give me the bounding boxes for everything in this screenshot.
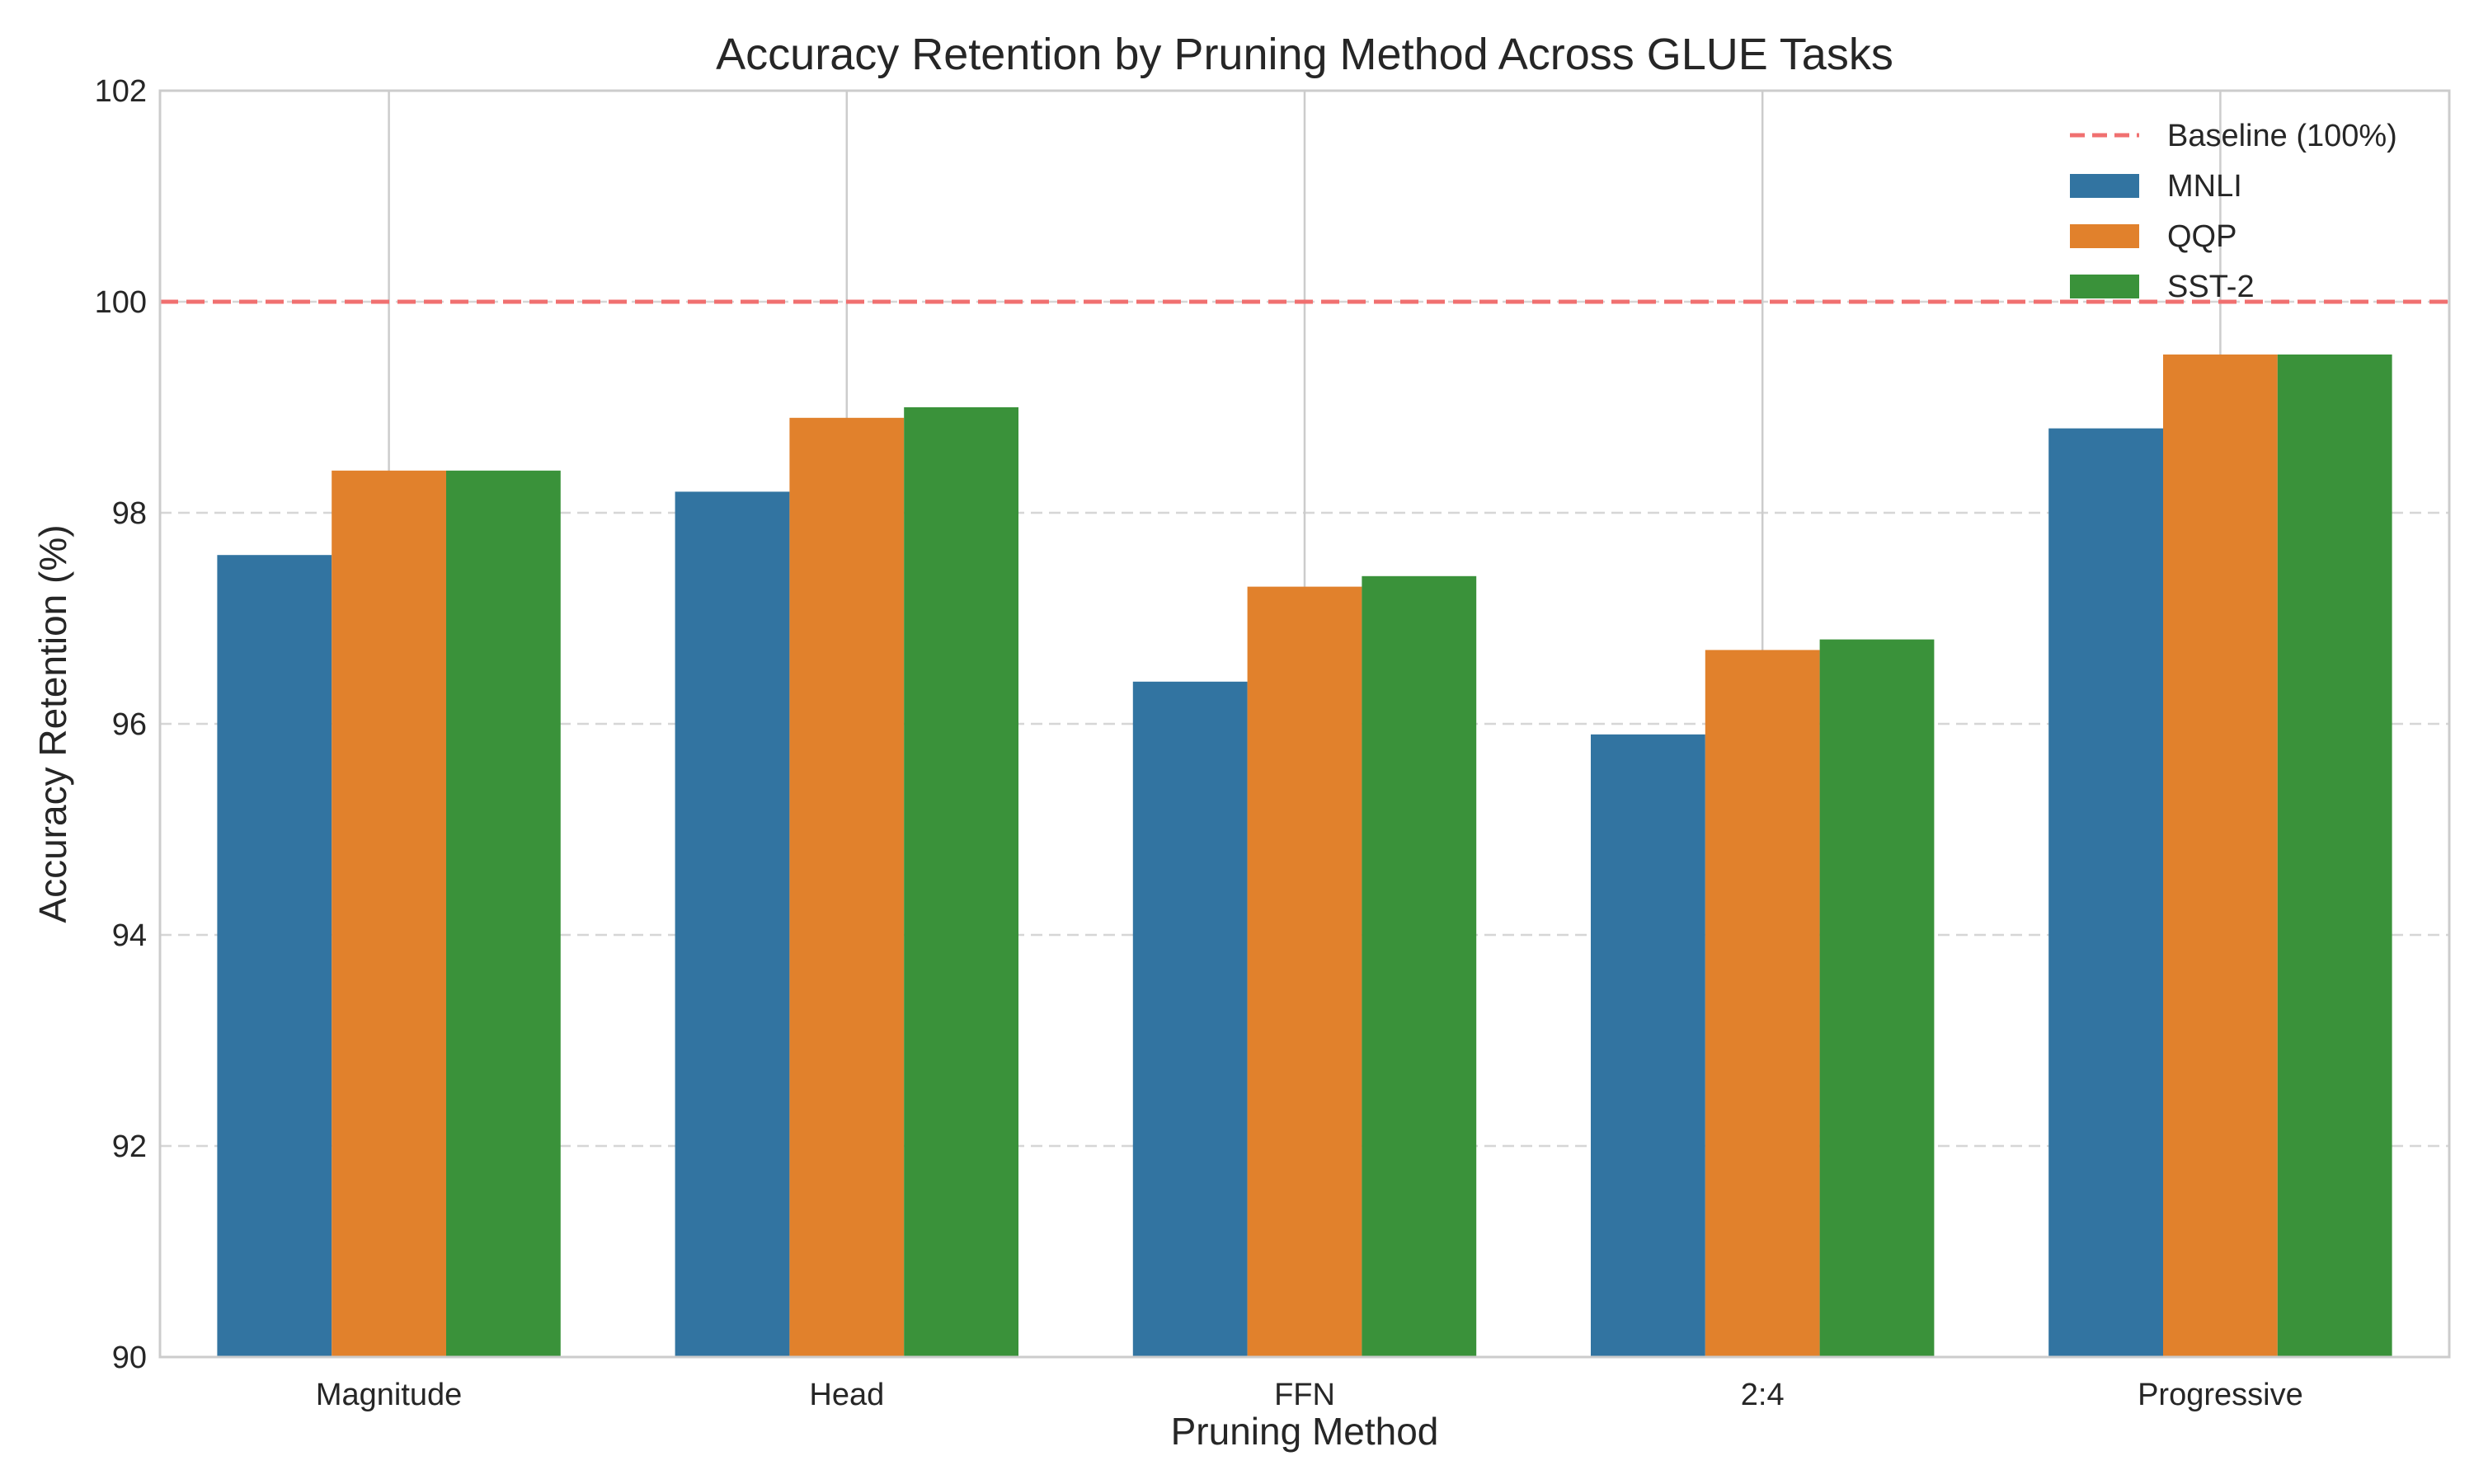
y-tick-label-94: 94 (112, 918, 147, 953)
bar-sst-2-1 (904, 407, 1018, 1357)
legend-label-qqp: QQP (2167, 219, 2236, 254)
legend-label-sst-2: SST-2 (2167, 270, 2255, 304)
bar-mnli-1 (675, 491, 790, 1357)
x-tick-label-4: Progressive (2138, 1378, 2303, 1412)
bar-mnli-3 (1591, 734, 1705, 1357)
legend: Baseline (100%) MNLI QQP SST-2 (2070, 119, 2397, 304)
bar-qqp-4 (2163, 355, 2278, 1357)
bars (217, 355, 2392, 1357)
y-tick-label-96: 96 (112, 707, 147, 742)
bar-sst-2-2 (1362, 575, 1477, 1357)
chart-title: Accuracy Retention by Pruning Method Acr… (716, 30, 1893, 79)
legend-swatch-sst-2 (2070, 275, 2139, 298)
bar-qqp-1 (789, 417, 905, 1357)
legend-swatch-mnli (2070, 174, 2139, 198)
x-tick-label-0: Magnitude (316, 1378, 462, 1412)
bar-mnli-4 (2048, 428, 2163, 1357)
y-tick-label-92: 92 (112, 1129, 147, 1164)
x-axis-label: Pruning Method (1171, 1410, 1439, 1453)
y-tick-label-100: 100 (95, 285, 147, 320)
legend-baseline-label: Baseline (100%) (2167, 119, 2397, 153)
y-tick-label-90: 90 (112, 1341, 147, 1375)
x-tick-label-1: Head (809, 1378, 884, 1412)
legend-label-mnli: MNLI (2167, 169, 2242, 204)
bar-qqp-0 (332, 470, 446, 1357)
bar-mnli-2 (1132, 681, 1248, 1357)
bar-sst-2-0 (446, 470, 561, 1357)
plot-frame (158, 89, 2451, 1359)
tick-labels: 90 92 94 96 98 100 102 Magnitude Head FFN 2:4 Progr… (95, 74, 2303, 1412)
y-tick-label-102: 102 (95, 74, 147, 109)
bar-qqp-2 (1247, 586, 1362, 1357)
bar-mnli-0 (217, 555, 332, 1357)
x-tick-label-2: FFN (1274, 1378, 1335, 1412)
y-axis-label: Accuracy Retention (%) (31, 524, 74, 923)
plot-border (158, 89, 2451, 1359)
y-tick-label-98: 98 (112, 496, 147, 531)
bar-sst-2-3 (1819, 639, 1935, 1357)
legend-swatch-qqp (2070, 224, 2139, 248)
bar-sst-2-4 (2277, 355, 2392, 1357)
x-tick-label-3: 2:4 (1741, 1378, 1785, 1412)
bar-qqp-3 (1705, 650, 1820, 1357)
